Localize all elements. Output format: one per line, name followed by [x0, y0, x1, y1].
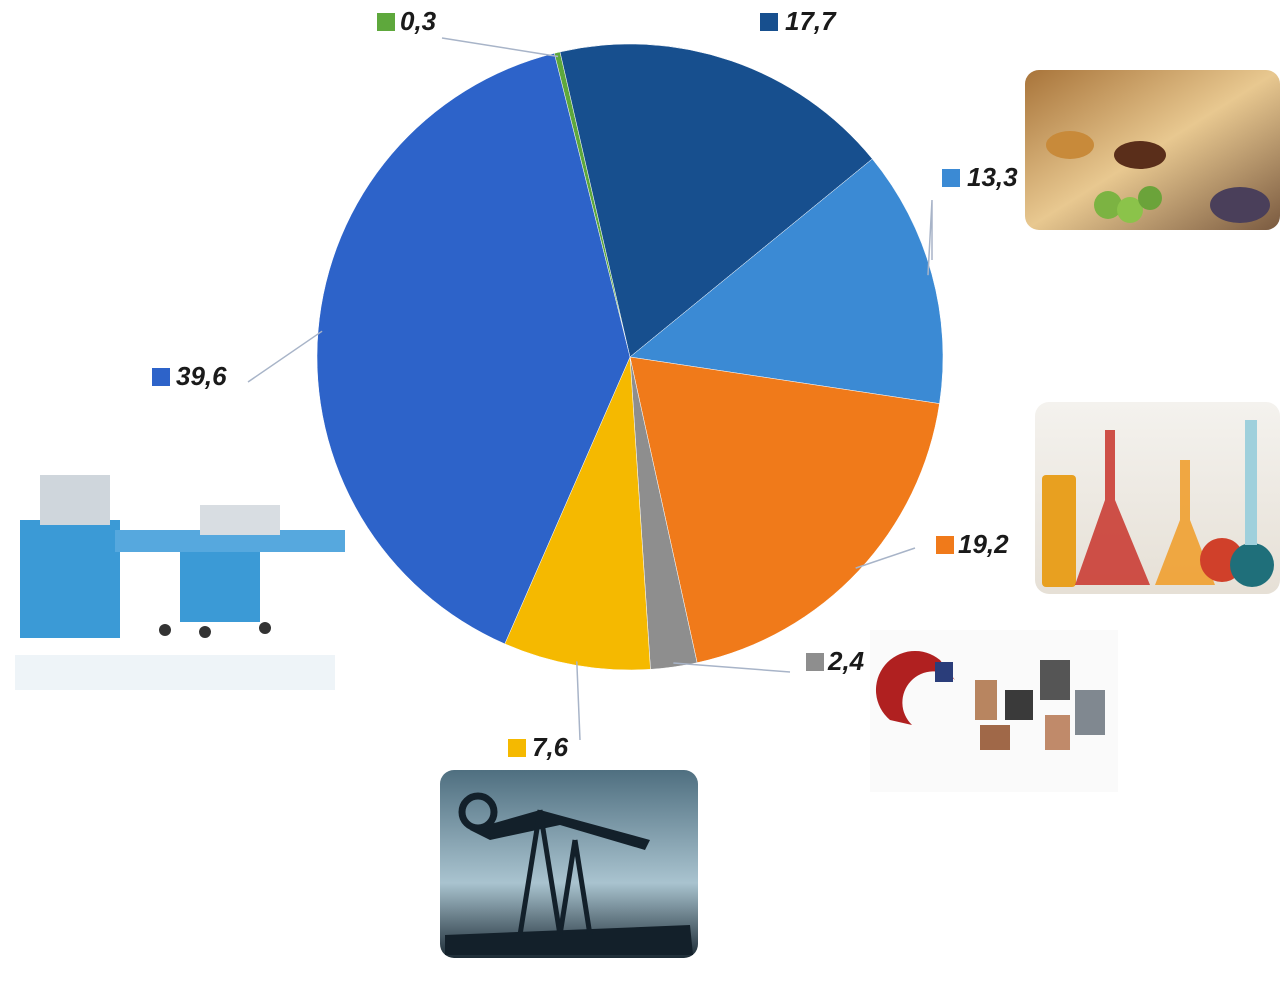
label-swatch — [942, 169, 960, 187]
leader-line — [576, 661, 581, 741]
label-swatch — [508, 739, 526, 757]
pie-slice — [504, 356, 651, 671]
leader-line — [855, 547, 916, 569]
leader-line — [247, 330, 323, 383]
leader-line — [927, 199, 933, 276]
label-swatch — [760, 13, 778, 31]
data-label: 2,4 — [827, 646, 865, 676]
pie-slice — [629, 356, 940, 664]
pie-slice — [629, 158, 944, 404]
data-label: 39,6 — [176, 361, 227, 391]
data-label: 17,7 — [785, 6, 837, 36]
picture-lab — [1035, 402, 1280, 594]
label-swatch — [936, 536, 954, 554]
label-swatch — [377, 13, 395, 31]
picture-oil — [440, 770, 698, 958]
data-label: 7,6 — [532, 732, 569, 762]
data-label: 13,3 — [967, 162, 1018, 192]
leader-line — [673, 662, 791, 673]
labels: 0,3 17,7 13,3 19,2 2,4 7,6 39,6 — [152, 6, 1018, 762]
data-label: 19,2 — [958, 529, 1009, 559]
data-label: 0,3 — [400, 6, 437, 36]
pie — [316, 43, 944, 671]
pie-slice — [559, 43, 873, 358]
picture-magnets — [870, 630, 1118, 792]
pie-slice — [316, 52, 631, 645]
picture-machine — [15, 475, 345, 690]
label-swatch — [806, 653, 824, 671]
picture-food — [1025, 70, 1280, 230]
label-swatch — [152, 368, 170, 386]
leader-line — [441, 37, 559, 58]
